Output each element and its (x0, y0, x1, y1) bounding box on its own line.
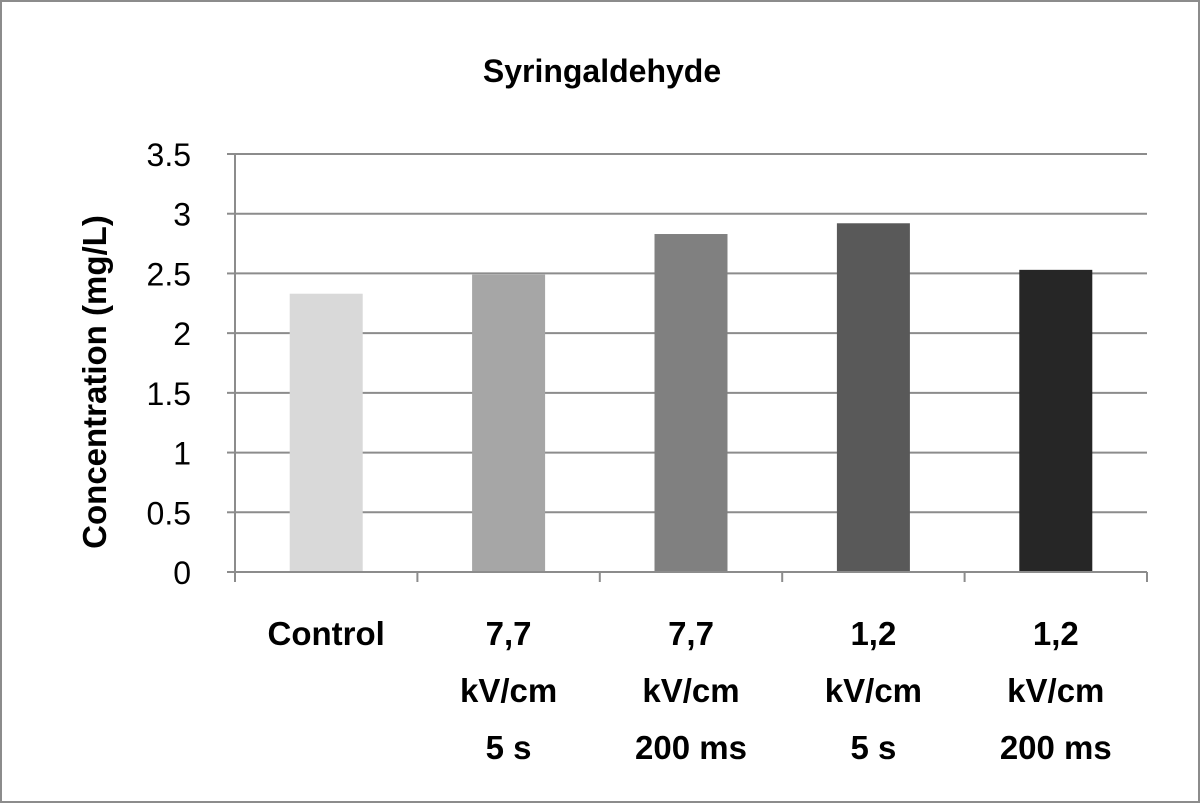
bars (289, 223, 1093, 573)
y-tick-label: 2.5 (147, 256, 191, 292)
x-tick-label: 7,7 (486, 615, 532, 652)
y-tick-label: 0.5 (147, 495, 191, 531)
y-tick-label: 1 (173, 436, 191, 472)
y-tick-label: 3.5 (147, 137, 191, 173)
y-tick-label: 2 (173, 316, 191, 352)
x-tick-label: 1,2 (850, 615, 896, 652)
x-tick-label: kV/cm (1007, 672, 1104, 709)
x-tick-label: 5 s (486, 729, 532, 766)
x-tick-label: 7,7 (668, 615, 714, 652)
x-tick-label: 200 ms (1000, 729, 1112, 766)
bar (289, 293, 363, 572)
x-tick-label: 1,2 (1033, 615, 1079, 652)
bar (654, 234, 728, 572)
x-tick-label: Control (268, 615, 385, 652)
y-tick-label: 0 (173, 555, 191, 591)
chart-title: Syringaldehyde (483, 53, 721, 89)
bar (1019, 269, 1093, 572)
x-tick-label: 5 s (850, 729, 896, 766)
x-tick-label: kV/cm (642, 672, 739, 709)
y-axis-label: Concentration (mg/L) (76, 215, 113, 549)
y-tick-label: 3 (173, 197, 191, 233)
x-tick-label: kV/cm (825, 672, 922, 709)
x-tick-label: kV/cm (460, 672, 557, 709)
y-tick-label: 1.5 (147, 376, 191, 412)
bar (836, 223, 910, 573)
bar (472, 274, 546, 572)
x-tick-labels: Control 7,7 kV/cm 5 s 7,7 kV/cm 200 ms 1,2 kV/cm… (268, 615, 1112, 766)
x-tick-label: 200 ms (635, 729, 747, 766)
axes (234, 154, 1148, 582)
y-tick-labels: 0 0.5 1 1.5 2 2.5 3 3.5 (147, 137, 191, 591)
